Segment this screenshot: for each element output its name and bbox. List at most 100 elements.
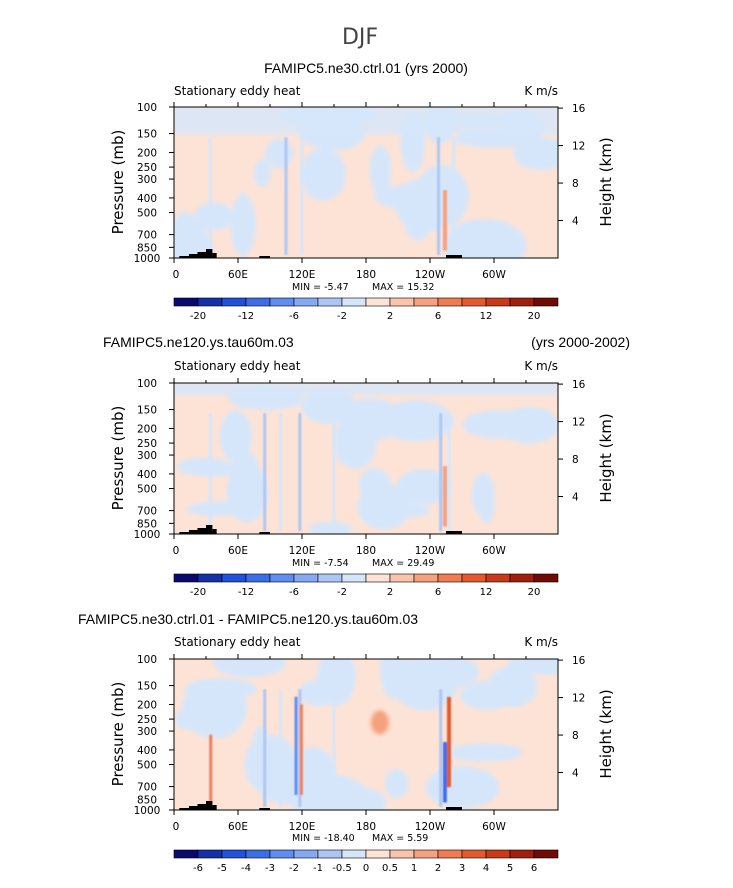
- colorbar-swatch: [485, 849, 511, 859]
- panel-1-units-label: K m/s: [524, 84, 558, 98]
- y-tick-label: 400: [137, 193, 157, 205]
- colorbar-label: -5: [217, 863, 227, 874]
- y-tick-label: 1000: [134, 253, 161, 265]
- y-tick-label: 400: [137, 745, 157, 757]
- x-tick-label: 60W: [482, 821, 506, 833]
- topography-block: [212, 529, 217, 534]
- colorbar-swatch: [461, 297, 487, 307]
- x-tick-label: 60W: [482, 269, 506, 281]
- panel-2-title-right: (yrs 2000-2002): [531, 334, 630, 350]
- colorbar-label: 12: [480, 587, 493, 598]
- topography-block: [446, 531, 462, 534]
- panel-1-field: [173, 102, 559, 259]
- positive-streak: [209, 734, 213, 803]
- y-tick-label: 1000: [134, 529, 161, 541]
- panel-1-height-ticks: 4 8 12 16: [558, 103, 586, 228]
- x-tick-label: 0: [173, 545, 180, 557]
- colorbar-label: 2: [387, 311, 393, 322]
- y-tick-label: 700: [137, 506, 157, 518]
- x-tick-label: 180: [356, 821, 376, 833]
- colorbar-swatch: [221, 573, 247, 583]
- panel-2-x-ticks: 0 60E 120E 180 120W 60W: [173, 534, 506, 557]
- x-tick-label: 60E: [228, 269, 248, 281]
- y-tick-label: 500: [137, 760, 157, 772]
- strong-anomaly: [443, 466, 447, 527]
- topography-block: [206, 525, 213, 534]
- colorbar-swatch: [341, 573, 367, 583]
- upper-negative-band: [174, 383, 558, 396]
- panel-1-x-ticks: 0 60E 120E 180 120W 60W: [173, 258, 506, 281]
- x-tick-label: 120E: [289, 821, 316, 833]
- colorbar-swatch: [533, 297, 559, 307]
- colorbar-swatch: [389, 573, 415, 583]
- negative-anomaly-patch: [445, 743, 523, 762]
- colorbar-label: 12: [480, 311, 493, 322]
- x-tick-label: 120E: [289, 545, 316, 557]
- colorbar-label: -3: [265, 863, 275, 874]
- y-tick-label: 500: [137, 484, 157, 496]
- colorbar-label: 0.5: [382, 863, 398, 874]
- negative-anomaly-patch: [186, 709, 204, 729]
- colorbar-swatch: [533, 849, 559, 859]
- colorbar-label: -2: [337, 311, 347, 322]
- topography-block: [197, 528, 206, 534]
- height-tick-label: 8: [572, 730, 579, 742]
- panel-3: FAMIPC5.ne30.ctrl.01 - FAMIPC5.ne120.ys.…: [78, 611, 615, 874]
- y-tick-label: 200: [137, 147, 157, 159]
- colorbar-swatch: [221, 297, 247, 307]
- colorbar-swatch: [365, 849, 391, 859]
- y-tick-label: 200: [137, 699, 157, 711]
- negative-anomaly-patch: [459, 680, 515, 710]
- positive-anomaly-patch: [370, 710, 389, 735]
- panel-2-min-label: MIN = -7.54: [292, 558, 349, 569]
- panel-1-max-label: MAX = 15.32: [372, 282, 434, 293]
- colorbar-label: -6: [193, 863, 203, 874]
- colorbar-swatch: [413, 573, 439, 583]
- topography-block: [206, 249, 213, 258]
- vertical-streak: [208, 137, 212, 255]
- colorbar-label: 20: [528, 587, 541, 598]
- y-tick-label: 150: [137, 681, 157, 693]
- topography-block: [197, 804, 206, 810]
- colorbar-swatch: [437, 849, 463, 859]
- strong-anomaly: [443, 742, 447, 803]
- negative-anomaly-patch: [453, 130, 544, 149]
- colorbar-swatch: [533, 573, 559, 583]
- colorbar-swatch: [437, 573, 463, 583]
- negative-anomaly-patch: [443, 218, 526, 258]
- strong-anomaly: [443, 190, 447, 251]
- height-tick-label: 12: [572, 141, 585, 153]
- vertical-streak: [279, 413, 283, 531]
- colorbar-swatch: [269, 573, 295, 583]
- vertical-streak: [298, 413, 302, 531]
- topography-block: [188, 530, 198, 534]
- colorbar-swatch: [509, 297, 535, 307]
- colorbar-swatch: [317, 297, 343, 307]
- colorbar-label: 4: [483, 863, 489, 874]
- colorbar-swatch: [509, 849, 535, 859]
- panel-2-height-ticks: 4 8 12 16: [558, 379, 586, 504]
- topography-block: [259, 532, 270, 534]
- topography-block: [212, 253, 217, 258]
- vertical-streak: [447, 413, 451, 531]
- negative-anomaly-patch: [219, 410, 253, 463]
- colorbar-swatch: [461, 849, 487, 859]
- panel-2-y-right-axis-title: Height (km): [597, 413, 615, 502]
- negative-anomaly-patch: [395, 177, 458, 233]
- height-tick-label: 12: [572, 417, 585, 429]
- y-tick-label: 100: [137, 378, 157, 390]
- topography-block: [259, 256, 270, 258]
- colorbar-swatch: [389, 849, 415, 859]
- colorbar-swatch: [197, 849, 223, 859]
- x-tick-label: 180: [356, 269, 376, 281]
- x-tick-label: 0: [173, 269, 180, 281]
- colorbar-label: 6: [435, 311, 441, 322]
- colorbar-label: 6: [531, 863, 537, 874]
- colorbar-swatch: [173, 849, 199, 859]
- negative-anomaly-patch: [396, 468, 451, 505]
- x-tick-label: 180: [356, 545, 376, 557]
- panel-3-colorbar: -6 -5 -4 -3 -2 -1 -0.5 0 0.5 1 2 3 4 5 6: [173, 849, 559, 874]
- y-tick-label: 300: [137, 726, 157, 738]
- panel-1-y-right-axis-title: Height (km): [597, 137, 615, 226]
- panel-3-field: [173, 654, 559, 811]
